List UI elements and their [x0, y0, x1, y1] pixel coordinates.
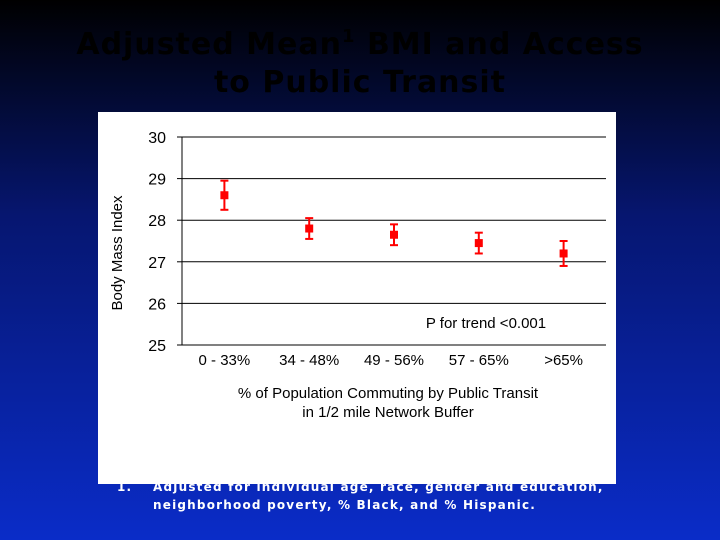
data-point — [474, 239, 483, 248]
slide-title: Adjusted Mean1 BMI and Access to Public … — [0, 18, 720, 102]
x-tick-label: 57 - 65% — [449, 352, 509, 369]
trend-annotation: P for trend <0.001 — [426, 315, 546, 332]
title-line-2: to Public Transit — [213, 65, 507, 100]
x-tick-label: 49 - 56% — [364, 352, 424, 369]
chart-panel: 25 26 27 28 29 30 Body Mass Index 0 - 33% 34 - 4… — [98, 112, 616, 484]
title-line-1: Adjusted Mean1 BMI and Access — [0, 18, 720, 64]
footnote-number: 1. — [117, 480, 133, 494]
chart-svg: 25 26 27 28 29 30 Body Mass Index 0 - 33% 34 - 4… — [109, 130, 606, 369]
y-axis-title: Body Mass Index — [109, 195, 126, 311]
data-point — [220, 191, 229, 200]
x-axis-title: % of Population Commuting by Public Tran… — [198, 384, 578, 422]
x-axis-title-line-1: % of Population Commuting by Public Tran… — [237, 385, 539, 402]
y-tick-label: 27 — [148, 255, 166, 272]
x-axis-title-line-2: in 1/2 mile Network Buffer — [302, 404, 474, 421]
x-tick-label: 0 - 33% — [199, 352, 251, 369]
y-tick-label: 28 — [148, 213, 166, 230]
title-text-2: BMI and Access — [355, 27, 644, 62]
x-tick-label: >65% — [544, 352, 583, 369]
title-text-1: Adjusted Mean — [76, 27, 342, 62]
title-superscript: 1 — [341, 26, 356, 47]
footnote-text: Adjusted for individual age, race, gende… — [153, 480, 604, 512]
x-tick-label: 34 - 48% — [279, 352, 339, 369]
y-tick-label: 26 — [148, 296, 166, 313]
data-point — [559, 249, 568, 258]
y-tick-label: 25 — [148, 338, 166, 355]
y-tick-label: 29 — [148, 172, 166, 189]
data-point — [390, 230, 398, 239]
data-point — [305, 224, 314, 233]
y-tick-label: 30 — [148, 130, 166, 147]
